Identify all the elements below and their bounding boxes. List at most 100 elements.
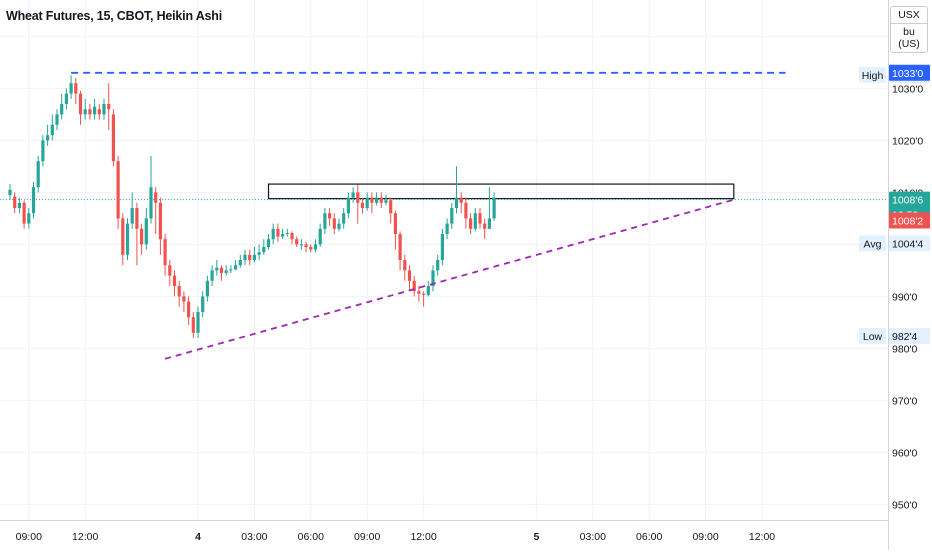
chart-title: Wheat Futures, 15, CBOT, Heikin Ashi (6, 9, 222, 23)
x-tick-label: 5 (533, 531, 539, 543)
x-tick-label: 4 (195, 531, 201, 543)
candle-body (431, 270, 435, 286)
candle-body (313, 244, 318, 250)
candle-body (389, 200, 393, 214)
price-label-box (889, 212, 930, 229)
candle-body (337, 223, 341, 229)
candle-body (97, 109, 101, 115)
candle-body (417, 291, 421, 294)
candle-body (384, 200, 388, 203)
price-label-box (889, 327, 930, 344)
candle-body (13, 196, 17, 208)
candle-body (412, 280, 416, 292)
candle-body (60, 104, 64, 115)
candle-body (487, 218, 491, 229)
resistance-box[interactable] (267, 183, 735, 200)
candle-body (454, 197, 459, 208)
candle-body (398, 234, 402, 260)
candle-body (224, 270, 228, 273)
candle-body (191, 317, 195, 333)
price-tag-box (859, 235, 886, 252)
candle-body (172, 275, 177, 286)
candle-body (64, 93, 68, 104)
candle-body (219, 267, 224, 273)
candle-body (332, 218, 336, 229)
price-label-value: 982'4 (892, 331, 918, 343)
candle-body (464, 202, 468, 219)
unit-selector[interactable]: USX bu (US) (890, 6, 928, 53)
candle-body (140, 228, 144, 245)
candle-body (360, 202, 365, 208)
price-label-value: 1004'4 (892, 238, 923, 250)
candle-body (125, 223, 130, 255)
candle-body (17, 202, 21, 208)
candle-body (163, 239, 167, 266)
candle-body (102, 104, 106, 115)
candle-body (295, 239, 299, 245)
candle-body (478, 213, 482, 224)
currency-label: USX (898, 9, 920, 21)
x-tick-label: 12:00 (749, 531, 775, 543)
y-tick-label: 1030'0 (892, 83, 923, 95)
y-tick-label: 980'0 (892, 343, 918, 355)
candle-body (135, 208, 139, 229)
candle-body (107, 104, 111, 110)
x-tick-label: 03:00 (580, 531, 606, 543)
candle-body (276, 228, 280, 237)
candle-body (351, 192, 355, 198)
candle-body (257, 252, 261, 255)
candle-body (365, 197, 369, 208)
candle-body (328, 213, 332, 219)
candle-body (304, 244, 308, 247)
candle-body (290, 232, 294, 240)
candle-body (356, 192, 360, 203)
candle-body (483, 223, 487, 229)
y-tick-label: 960'0 (892, 447, 918, 459)
candle-body (473, 213, 477, 229)
x-tick-label: 12:00 (410, 531, 436, 543)
candle-body (281, 234, 285, 237)
price-tag-box (859, 66, 886, 83)
y-tick-label: 990'0 (892, 291, 918, 303)
candle-body (74, 83, 78, 94)
candle-body (238, 260, 242, 266)
candle-body (243, 254, 247, 260)
candle-body (234, 265, 238, 270)
candle-body (318, 228, 322, 245)
candle-body (196, 312, 200, 333)
candle-body (8, 189, 12, 195)
trend-line[interactable] (164, 198, 735, 360)
candle-body (379, 197, 383, 203)
candle-body (50, 124, 54, 136)
x-tick-label: 09:00 (16, 531, 42, 543)
candle-body (266, 239, 271, 247)
candle-body (111, 114, 115, 162)
candle-body (229, 269, 233, 271)
x-tick-label: 09:00 (692, 531, 718, 543)
candle-body (459, 197, 463, 203)
candle-body (41, 140, 45, 162)
price-label-box (889, 235, 930, 252)
x-tick-label: 12:00 (72, 531, 98, 543)
candle-body (78, 93, 83, 115)
candle-body (22, 202, 26, 224)
y-tick-label: 1020'0 (892, 135, 923, 147)
candle-body (271, 228, 275, 240)
x-tick-label: 03:00 (241, 531, 267, 543)
candle-body (469, 218, 473, 229)
candle-body (403, 260, 407, 271)
candle-body (450, 208, 454, 224)
x-tick-label: 09:00 (354, 531, 380, 543)
candle-body (426, 286, 430, 295)
candle-body (177, 286, 181, 297)
price-tag-box (859, 327, 886, 344)
price-label-box (889, 64, 930, 81)
candle-body (422, 293, 426, 295)
price-tag-label: High (862, 70, 884, 82)
candle-body (36, 161, 40, 188)
candle-body (370, 197, 374, 203)
candle-body (116, 161, 120, 219)
candle-body (187, 301, 191, 318)
